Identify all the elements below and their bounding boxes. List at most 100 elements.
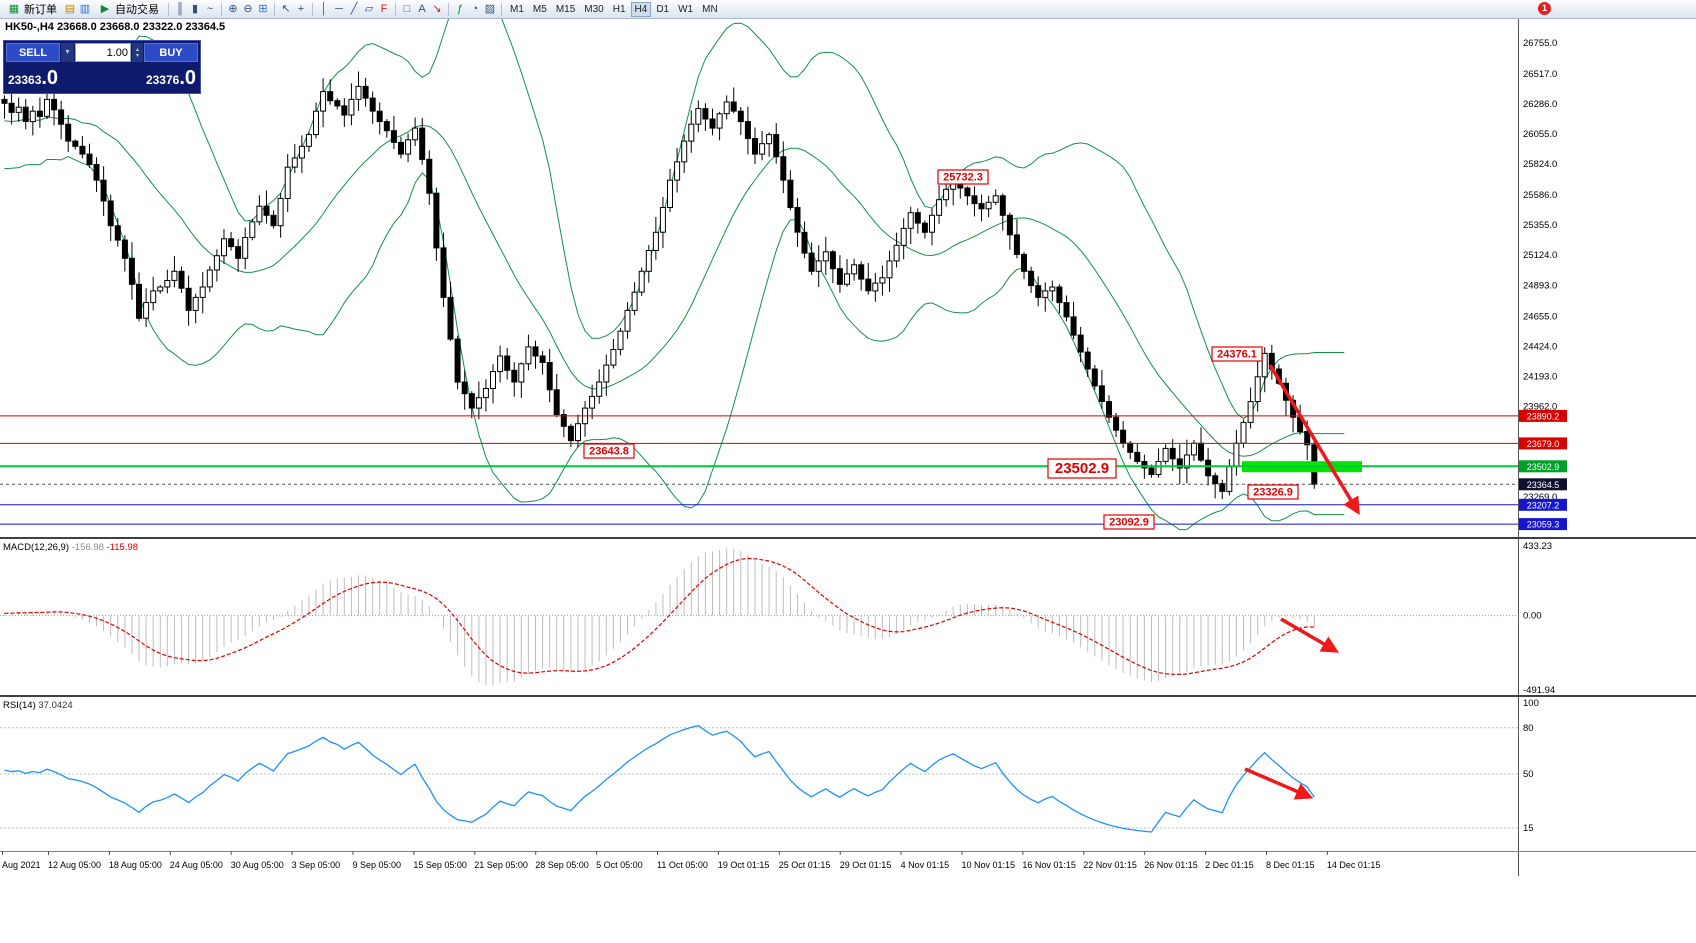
svg-text:24424.0: 24424.0: [1523, 341, 1557, 352]
svg-text:15: 15: [1523, 823, 1534, 834]
candlestick-mode-icon[interactable]: ▮: [191, 3, 199, 15]
text-tool-icon[interactable]: A: [418, 3, 426, 15]
svg-text:18 Aug 05:00: 18 Aug 05:00: [109, 860, 162, 870]
macd-panel: 433.23 0.00 -491.94 MACD(12,26,9) -156.98 -…: [0, 541, 1555, 696]
line-chart-mode-icon[interactable]: ~: [206, 3, 214, 15]
macd-signal-line: [4, 557, 1315, 676]
toolbar-separator: [221, 2, 222, 16]
svg-text:26055.0: 26055.0: [1523, 129, 1557, 140]
notification-badge[interactable]: 1: [1538, 2, 1551, 15]
svg-text:26286.0: 26286.0: [1523, 99, 1557, 110]
svg-text:22 Nov 01:15: 22 Nov 01:15: [1083, 860, 1137, 870]
price-annotations[interactable]: 25732.3 24376.1 23643.8 23502.9 23326.9 23092…: [583, 169, 1299, 530]
sell-price-main: 23363: [8, 73, 42, 87]
svg-text:3 Sep 05:00: 3 Sep 05:00: [292, 860, 341, 870]
timeframe-h4-button[interactable]: H4: [630, 1, 652, 17]
svg-text:24376.1: 24376.1: [1217, 349, 1257, 361]
svg-text:23364.5: 23364.5: [1527, 480, 1560, 490]
svg-text:25824.0: 25824.0: [1523, 159, 1557, 170]
svg-text:24193.0: 24193.0: [1523, 371, 1557, 382]
volume-dropdown-button[interactable]: ▾: [61, 43, 74, 62]
volume-spinner[interactable]: ▴ ▾: [132, 43, 143, 62]
tile-windows-icon[interactable]: ⊞: [258, 3, 268, 15]
toolbar-separator: [395, 2, 396, 16]
sell-button[interactable]: SELL: [6, 43, 60, 62]
periods-icon[interactable]: ◔: [471, 3, 479, 15]
sell-price: 23363.0: [8, 67, 58, 90]
volume-input[interactable]: [75, 43, 131, 62]
macd-rsi-splitter[interactable]: [0, 695, 1696, 697]
svg-text:23092.9: 23092.9: [1109, 517, 1149, 529]
buy-button[interactable]: BUY: [144, 43, 198, 62]
svg-text:23890.2: 23890.2: [1527, 411, 1560, 421]
timeframe-w1-button[interactable]: W1: [674, 2, 697, 17]
rsi-label: RSI(14) 37.0424: [3, 700, 73, 711]
time-axis[interactable]: Aug 2021 12 Aug 05:00 18 Aug 05:00 24 Aug 0…: [2, 851, 1380, 870]
chart-macd-splitter[interactable]: [0, 537, 1696, 539]
toolbar-separator: [501, 2, 502, 16]
timeframe-mn-button[interactable]: MN: [698, 2, 722, 17]
price-axis[interactable]: 26755.0 26517.0 26286.0 26055.0 25824.0 25586…: [1518, 17, 1568, 876]
crosshair-icon[interactable]: +: [297, 3, 305, 15]
profiles-icon[interactable]: ▥: [79, 3, 91, 15]
svg-text:50: 50: [1523, 769, 1534, 780]
timeframe-m15-button[interactable]: M15: [552, 2, 579, 17]
indicators-icon[interactable]: ƒ: [456, 3, 464, 15]
timeframe-h1-button[interactable]: H1: [609, 2, 630, 17]
svg-text:15 Sep 05:00: 15 Sep 05:00: [413, 860, 467, 870]
zoom-out-icon[interactable]: ⊖: [243, 3, 253, 15]
arrow-tool-icon[interactable]: ↘: [432, 3, 442, 15]
one-click-prices: 23363.0 23376.0: [6, 62, 198, 91]
svg-text:Aug 2021: Aug 2021: [2, 860, 41, 870]
timeframe-m5-button[interactable]: M5: [529, 2, 551, 17]
macd-label: MACD(12,26,9) -156.98 -115.98: [3, 542, 138, 553]
svg-text:23207.2: 23207.2: [1527, 500, 1560, 510]
toolbar-separator: [312, 2, 313, 16]
one-click-trading-panel: SELL ▾ ▴ ▾ BUY 23363.0 23376.0: [3, 40, 201, 94]
bar-chart-mode-icon[interactable]: ║: [176, 3, 184, 15]
zoom-in-icon[interactable]: ⊕: [228, 3, 238, 15]
chart-window-icon[interactable]: ▤: [64, 3, 76, 15]
rsi-line: [4, 724, 1315, 833]
svg-text:26517.0: 26517.0: [1523, 69, 1557, 80]
svg-text:12 Aug 05:00: 12 Aug 05:00: [48, 860, 101, 870]
timeframe-m30-button[interactable]: M30: [580, 2, 607, 17]
svg-text:-491.94: -491.94: [1523, 685, 1555, 696]
svg-text:80: 80: [1523, 723, 1534, 734]
timeframe-d1-button[interactable]: D1: [652, 2, 673, 17]
svg-text:25355.0: 25355.0: [1523, 220, 1557, 231]
shapes-tool-icon[interactable]: □: [403, 3, 411, 15]
svg-text:23269.0: 23269.0: [1523, 492, 1557, 503]
bollinger-bands: [4, 0, 1345, 531]
fibonacci-tool-icon[interactable]: F: [380, 3, 388, 15]
level-lines[interactable]: [0, 415, 1518, 525]
svg-text:23643.8: 23643.8: [589, 446, 629, 458]
new-order-button[interactable]: ▦ 新订单: [2, 1, 62, 17]
svg-text:23502.9: 23502.9: [1055, 460, 1109, 477]
channel-tool-icon[interactable]: ▱: [364, 3, 374, 15]
trend-arrows[interactable]: [1244, 364, 1360, 800]
vertical-line-tool-icon[interactable]: │: [320, 3, 328, 15]
svg-text:5 Oct 05:00: 5 Oct 05:00: [596, 860, 643, 870]
new-order-label: 新订单: [24, 4, 57, 16]
auto-trading-button[interactable]: ▶ 自动交易: [93, 1, 164, 17]
one-click-controls: SELL ▾ ▴ ▾ BUY: [6, 43, 198, 62]
template-icon[interactable]: ▨: [484, 3, 496, 15]
volume-down-icon[interactable]: ▾: [135, 52, 139, 59]
cursor-icon[interactable]: ↖: [281, 3, 291, 15]
toolbar-separator: [448, 2, 449, 16]
svg-text:10 Nov 01:15: 10 Nov 01:15: [962, 860, 1016, 870]
macd-histogram: [4, 548, 1315, 686]
rsi-panel: 80 50 15 100 RSI(14) 37.0424: [0, 698, 1539, 834]
timeframe-m1-button[interactable]: M1: [506, 2, 528, 17]
svg-text:26755.0: 26755.0: [1523, 38, 1557, 49]
svg-text:4 Nov 01:15: 4 Nov 01:15: [901, 860, 950, 870]
trendline-tool-icon[interactable]: ╱: [350, 3, 358, 15]
volume-up-icon[interactable]: ▴: [135, 46, 139, 53]
svg-text:25 Oct 01:15: 25 Oct 01:15: [779, 860, 831, 870]
horizontal-line-tool-icon[interactable]: ─: [335, 3, 343, 15]
svg-text:8 Dec 01:15: 8 Dec 01:15: [1266, 860, 1315, 870]
svg-text:25124.0: 25124.0: [1523, 250, 1557, 261]
candlestick-series: [1, 71, 1318, 500]
